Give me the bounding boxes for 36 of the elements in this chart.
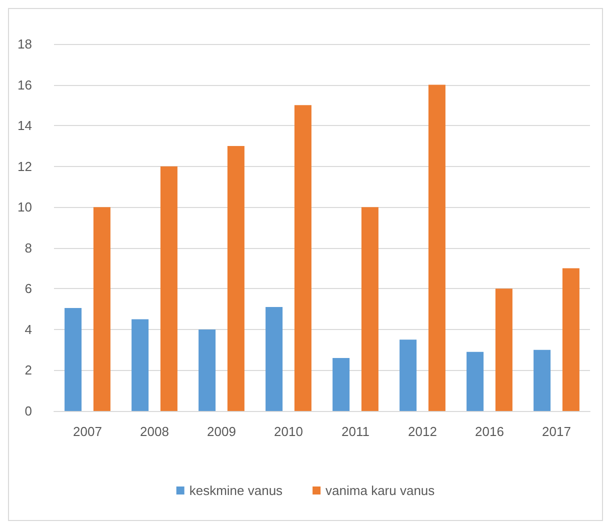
- bar: [160, 166, 178, 411]
- legend-label: vanima karu vanus: [326, 483, 436, 498]
- x-tick-label: 2010: [274, 424, 303, 439]
- x-tick-label: 2011: [342, 424, 370, 439]
- y-tick-label: 10: [18, 200, 32, 215]
- y-tick-label: 4: [24, 322, 32, 337]
- legend-label: keskmine vanus: [189, 483, 284, 498]
- x-tick-label: 2008: [140, 424, 169, 439]
- bar: [332, 358, 350, 411]
- bar: [400, 340, 417, 411]
- bar: [294, 105, 312, 411]
- bar: [495, 288, 512, 411]
- bar: [227, 146, 244, 411]
- bar: [132, 319, 149, 411]
- y-tick-label: 12: [18, 158, 32, 174]
- bar: [198, 329, 216, 411]
- y-tick-label: 0: [24, 404, 32, 418]
- y-tick-label: 18: [18, 36, 32, 52]
- y-tick-label: 16: [18, 77, 32, 92]
- y-tick-label: 8: [24, 240, 32, 256]
- bar: [266, 307, 283, 411]
- y-tick-label: 6: [24, 281, 32, 296]
- x-tick-label: 2012: [408, 424, 437, 439]
- bar: [64, 308, 82, 411]
- x-tick-label: 2007: [73, 424, 102, 439]
- bar: [534, 350, 551, 411]
- bar: [93, 207, 110, 411]
- bar: [466, 352, 484, 411]
- y-tick-label: 2: [24, 362, 32, 378]
- x-tick-label: 2017: [542, 424, 571, 439]
- bar: [428, 84, 446, 411]
- bar: [562, 268, 580, 411]
- y-tick-label: 14: [18, 118, 32, 134]
- x-tick-label: 2016: [475, 424, 504, 439]
- x-tick-label: 2009: [207, 424, 236, 439]
- bar: [361, 207, 378, 411]
